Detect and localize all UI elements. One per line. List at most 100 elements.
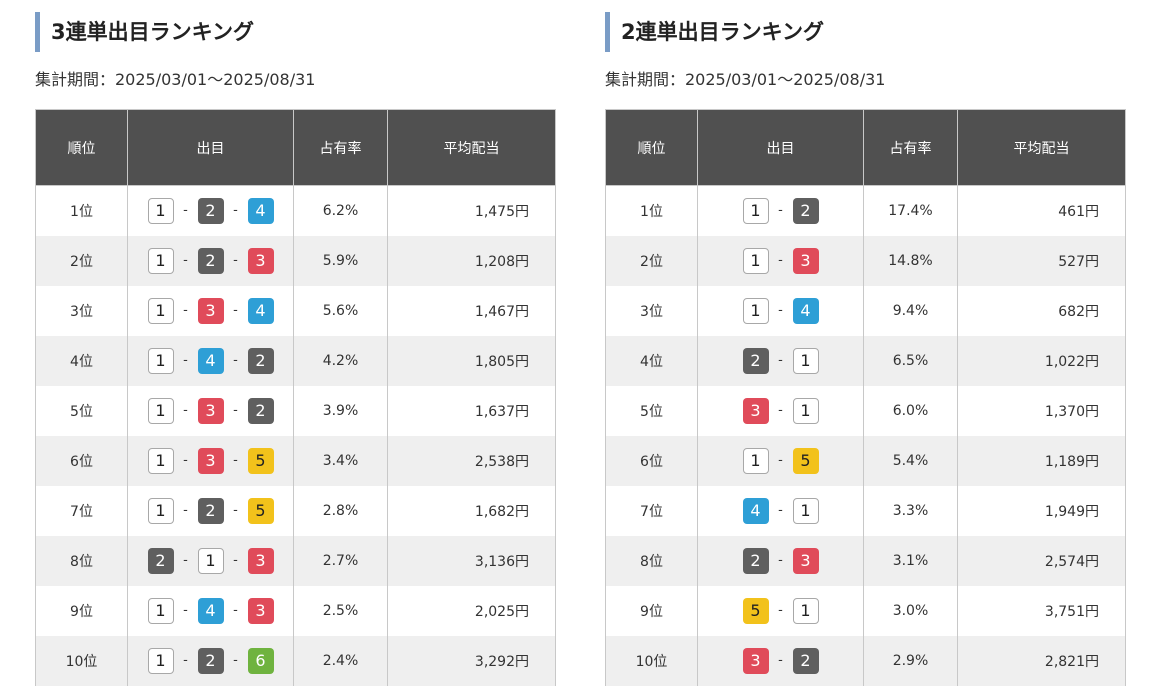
table-row: 1位 1-2 17.4% 461円 — [605, 185, 1126, 236]
boat-number-badge: 2 — [792, 647, 819, 674]
table-row: 9位 5-1 3.0% 3,751円 — [605, 585, 1126, 636]
boat-number-badge: 4 — [742, 497, 769, 524]
combo: 1-2-5 — [147, 497, 274, 524]
combo: 1-4 — [742, 297, 819, 324]
share-cell: 4.2% — [293, 335, 388, 386]
rank-cell: 10位 — [605, 635, 698, 686]
table-row: 2位 1-2-3 5.9% 1,208円 — [35, 235, 556, 286]
combo-separator: - — [233, 653, 238, 668]
boat-number-badge: 1 — [742, 297, 769, 324]
boat-number-badge: 3 — [247, 597, 274, 624]
trifecta-title: 3連単出目ランキング — [35, 12, 555, 52]
rank-cell: 3位 — [605, 285, 698, 336]
combo-separator: - — [183, 253, 188, 268]
share-cell: 3.4% — [293, 435, 388, 486]
header-share: 占有率 — [863, 109, 958, 186]
combo-separator: - — [778, 453, 783, 468]
combo: 1-2-6 — [147, 647, 274, 674]
share-cell: 3.9% — [293, 385, 388, 436]
payout-cell: 2,821円 — [957, 635, 1126, 686]
combo-separator: - — [778, 303, 783, 318]
boat-number-badge: 5 — [792, 447, 819, 474]
payout-cell: 1,208円 — [387, 235, 556, 286]
payout-cell: 3,136円 — [387, 535, 556, 586]
combo-separator: - — [183, 453, 188, 468]
share-cell: 5.6% — [293, 285, 388, 336]
share-cell: 3.3% — [863, 485, 958, 536]
combo-separator: - — [233, 503, 238, 518]
boat-number-badge: 1 — [792, 497, 819, 524]
combo-separator: - — [233, 603, 238, 618]
boat-number-badge: 5 — [247, 447, 274, 474]
combo-separator: - — [183, 553, 188, 568]
combo: 1-5 — [742, 447, 819, 474]
combo-separator: - — [233, 353, 238, 368]
exacta-panel: 2連単出目ランキング 集計期間：2025/03/01～2025/08/31 順位… — [605, 0, 1126, 686]
combo-separator: - — [183, 303, 188, 318]
payout-cell: 527円 — [957, 235, 1126, 286]
combo: 1-3-5 — [147, 447, 274, 474]
rank-cell: 4位 — [35, 335, 128, 386]
boat-number-badge: 3 — [742, 397, 769, 424]
boat-number-badge: 1 — [792, 347, 819, 374]
boat-number-badge: 3 — [197, 397, 224, 424]
table-row: 7位 4-1 3.3% 1,949円 — [605, 485, 1126, 536]
payout-cell: 2,538円 — [387, 435, 556, 486]
table-row: 10位 1-2-6 2.4% 3,292円 — [35, 635, 556, 686]
combo-separator: - — [778, 403, 783, 418]
payout-cell: 1,637円 — [387, 385, 556, 436]
payout-cell: 682円 — [957, 285, 1126, 336]
trifecta-period: 集計期間：2025/03/01～2025/08/31 — [35, 70, 316, 89]
combo: 2-1 — [742, 347, 819, 374]
boat-number-badge: 4 — [792, 297, 819, 324]
combo: 4-1 — [742, 497, 819, 524]
boat-number-badge: 1 — [147, 447, 174, 474]
table-row: 5位 3-1 6.0% 1,370円 — [605, 385, 1126, 436]
payout-cell: 2,574円 — [957, 535, 1126, 586]
rank-cell: 7位 — [605, 485, 698, 536]
exacta-ranking-table: 順位 出目 占有率 平均配当 1位 1-2 17.4% 461円 2位 1-3 14.8% 5… — [605, 109, 1126, 686]
table-row: 4位 1-4-2 4.2% 1,805円 — [35, 335, 556, 386]
boat-number-badge: 3 — [247, 247, 274, 274]
combo-cell: 2-1-3 — [127, 535, 294, 586]
table-row: 8位 2-3 3.1% 2,574円 — [605, 535, 1126, 586]
header-combo: 出目 — [697, 109, 864, 186]
boat-number-badge: 3 — [792, 247, 819, 274]
boat-number-badge: 1 — [792, 597, 819, 624]
boat-number-badge: 3 — [247, 547, 274, 574]
combo-separator: - — [778, 353, 783, 368]
trifecta-ranking-table: 順位 出目 占有率 平均配当 1位 1-2-4 6.2% 1,475円 2位 1-2-3 5… — [35, 109, 556, 686]
combo-cell: 1-2-6 — [127, 635, 294, 686]
boat-number-badge: 4 — [197, 597, 224, 624]
table-row: 8位 2-1-3 2.7% 3,136円 — [35, 535, 556, 586]
boat-number-badge: 1 — [147, 297, 174, 324]
share-cell: 3.0% — [863, 585, 958, 636]
combo: 1-2-4 — [147, 197, 274, 224]
combo-separator: - — [778, 603, 783, 618]
combo-separator: - — [233, 553, 238, 568]
combo-cell: 1-2-5 — [127, 485, 294, 536]
boat-number-badge: 4 — [247, 197, 274, 224]
combo-separator: - — [183, 353, 188, 368]
header-share: 占有率 — [293, 109, 388, 186]
rank-cell: 9位 — [605, 585, 698, 636]
rank-cell: 4位 — [605, 335, 698, 386]
share-cell: 2.5% — [293, 585, 388, 636]
trifecta-table-body: 1位 1-2-4 6.2% 1,475円 2位 1-2-3 5.9% 1,208円 3位 1-3-… — [35, 185, 556, 686]
rank-cell: 6位 — [35, 435, 128, 486]
payout-cell: 1,467円 — [387, 285, 556, 336]
combo-separator: - — [183, 653, 188, 668]
combo-cell: 1-2-3 — [127, 235, 294, 286]
header-payout: 平均配当 — [387, 109, 556, 186]
share-cell: 2.9% — [863, 635, 958, 686]
rank-cell: 9位 — [35, 585, 128, 636]
table-header-row: 順位 出目 占有率 平均配当 — [35, 109, 556, 186]
rank-cell: 2位 — [605, 235, 698, 286]
payout-cell: 1,805円 — [387, 335, 556, 386]
payout-cell: 1,949円 — [957, 485, 1126, 536]
boat-number-badge: 1 — [792, 397, 819, 424]
table-row: 7位 1-2-5 2.8% 1,682円 — [35, 485, 556, 536]
payout-cell: 3,751円 — [957, 585, 1126, 636]
share-cell: 5.9% — [293, 235, 388, 286]
rank-cell: 2位 — [35, 235, 128, 286]
